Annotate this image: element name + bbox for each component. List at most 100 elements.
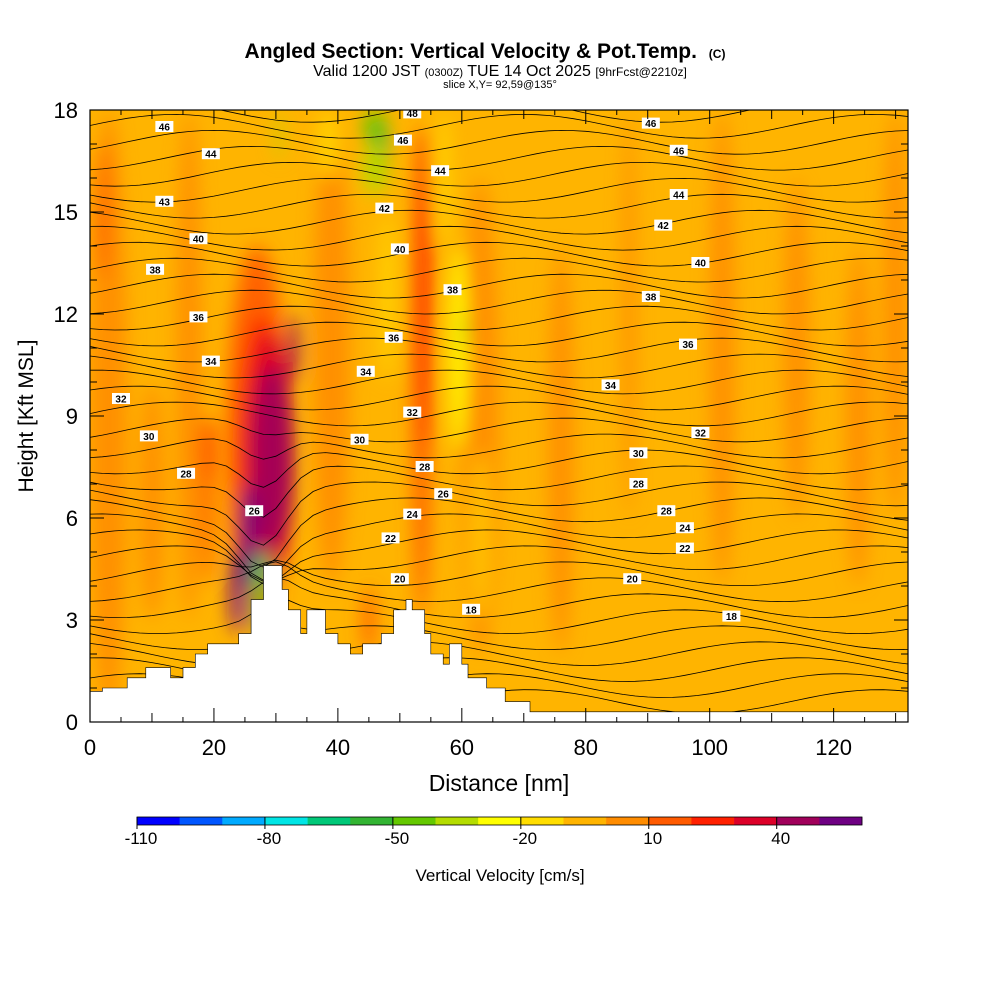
- colorbar: -110 -80 -50 -20 10 40: [125, 817, 863, 848]
- colorbar-tick-label: 10: [643, 829, 662, 848]
- isotherm-label: 42: [654, 220, 672, 233]
- y-tick-label: 18: [54, 98, 78, 123]
- slice-info: slice X,Y= 92,59@135°: [443, 79, 557, 91]
- isotherm-label-text: 28: [180, 469, 192, 480]
- x-tick-label: 100: [691, 735, 728, 760]
- isotherm-label: 46: [155, 121, 173, 134]
- isotherm-label-text: 30: [354, 435, 366, 446]
- isotherm-label-text: 46: [673, 146, 685, 157]
- isotherm-label: 22: [382, 532, 400, 545]
- colorbar-tick-label: 40: [771, 829, 790, 848]
- isotherm-label-text: 40: [394, 245, 406, 256]
- velocity-blob: [549, 246, 574, 654]
- isotherm-label: 34: [602, 379, 620, 392]
- isotherm-label-text: 32: [115, 395, 127, 406]
- isotherm-label: 28: [657, 505, 675, 518]
- isotherm-label: 26: [245, 505, 263, 518]
- colorbar-tick-label: -110: [125, 829, 158, 848]
- colorbar-swatch: [819, 817, 862, 825]
- isotherm-label-text: 44: [673, 191, 685, 202]
- isotherm-label-text: 38: [150, 265, 162, 276]
- x-tick-label: 120: [815, 735, 852, 760]
- velocity-blob: [449, 246, 468, 450]
- isotherm-label-text: 32: [407, 408, 419, 419]
- isotherm-label: 26: [434, 488, 452, 501]
- colorbar-tick-label: -20: [513, 829, 538, 848]
- isotherm-label: 20: [391, 573, 409, 586]
- colorbar-label: Vertical Velocity [cm/s]: [415, 866, 584, 885]
- isotherm-label-text: 36: [682, 340, 694, 351]
- isotherm-label: 34: [357, 366, 375, 379]
- isotherm-label-text: 38: [447, 286, 459, 297]
- isotherm-label: 44: [431, 165, 449, 178]
- velocity-blob: [276, 110, 282, 161]
- isotherm-label: 36: [189, 311, 207, 324]
- y-tick-label: 15: [54, 200, 78, 225]
- velocity-blob: [202, 416, 214, 484]
- y-tick-label: 0: [66, 710, 78, 735]
- isotherm-label-text: 34: [360, 367, 372, 378]
- isotherm-label-text: 26: [249, 507, 261, 518]
- colorbar-swatch: [649, 817, 692, 825]
- isotherm-label-text: 36: [388, 333, 400, 344]
- isotherm-label-text: 46: [397, 136, 409, 147]
- x-tick-label: 0: [84, 735, 96, 760]
- isotherm-label: 36: [385, 332, 403, 345]
- colorbar-swatch: [563, 817, 606, 825]
- isotherm-label: 24: [676, 522, 694, 535]
- isotherm-label-text: 18: [466, 605, 478, 616]
- isotherm-label: 38: [642, 291, 660, 304]
- colorbar-swatch: [436, 817, 479, 825]
- colorbar-swatch: [350, 817, 393, 825]
- isotherm-label: 44: [202, 148, 220, 161]
- isotherm-label-text: 36: [193, 313, 205, 324]
- isotherm-label-text: 44: [435, 167, 447, 178]
- isotherm-label: 20: [623, 573, 641, 586]
- y-tick-label: 9: [66, 404, 78, 429]
- velocity-blob: [177, 110, 202, 620]
- isotherm-label: 36: [679, 339, 697, 352]
- isotherm-label-text: 34: [605, 381, 617, 392]
- isotherm-label: 28: [629, 478, 647, 491]
- isotherm-label: 30: [351, 434, 369, 447]
- plot-area: 4644434038363432302826484644424038363432…: [90, 103, 908, 722]
- isotherm-label: 22: [676, 543, 694, 556]
- isotherm-label-text: 20: [394, 575, 406, 586]
- isotherm-label: 38: [444, 284, 462, 297]
- isotherm-label: 34: [202, 356, 220, 369]
- isotherm-label-text: 46: [645, 119, 657, 130]
- isotherm-label: 38: [146, 264, 164, 277]
- title-unit: (C): [709, 47, 726, 61]
- x-tick-label: 20: [202, 735, 226, 760]
- colorbar-swatch: [222, 817, 265, 825]
- colorbar-swatch: [180, 817, 223, 825]
- isotherm-label-text: 38: [645, 293, 657, 304]
- isotherm-label: 40: [691, 257, 709, 270]
- y-tick-label: 6: [66, 506, 78, 531]
- y-tick-label: 3: [66, 608, 78, 633]
- isotherm-label-text: 28: [633, 480, 645, 491]
- isotherm-label: 46: [642, 118, 660, 131]
- colorbar-swatch: [606, 817, 649, 825]
- isotherm-label-text: 24: [679, 524, 691, 535]
- isotherm-label: 24: [403, 509, 421, 521]
- isotherm-label: 46: [670, 145, 688, 158]
- colorbar-swatch: [521, 817, 564, 825]
- chart-title: Angled Section: Vertical Velocity & Pot.…: [245, 40, 726, 63]
- isotherm-label-text: 42: [658, 221, 670, 232]
- isotherm-label-text: 40: [193, 235, 205, 246]
- velocity-blob: [363, 144, 388, 195]
- isotherm-label-text: 18: [726, 612, 738, 623]
- velocity-blob: [319, 110, 338, 178]
- isotherm-label: 28: [177, 468, 195, 481]
- isotherm-label: 32: [691, 427, 709, 440]
- isotherm-label-text: 30: [633, 449, 645, 460]
- colorbar-swatch: [734, 817, 777, 825]
- isotherm-label: 18: [462, 604, 480, 617]
- isotherm-label-text: 24: [407, 510, 419, 521]
- isotherm-label: 40: [189, 233, 207, 246]
- colorbar-swatch: [691, 817, 734, 825]
- colorbar-swatch: [137, 817, 180, 825]
- isotherm-label-text: 22: [385, 534, 397, 545]
- isotherm-label-text: 28: [419, 463, 431, 474]
